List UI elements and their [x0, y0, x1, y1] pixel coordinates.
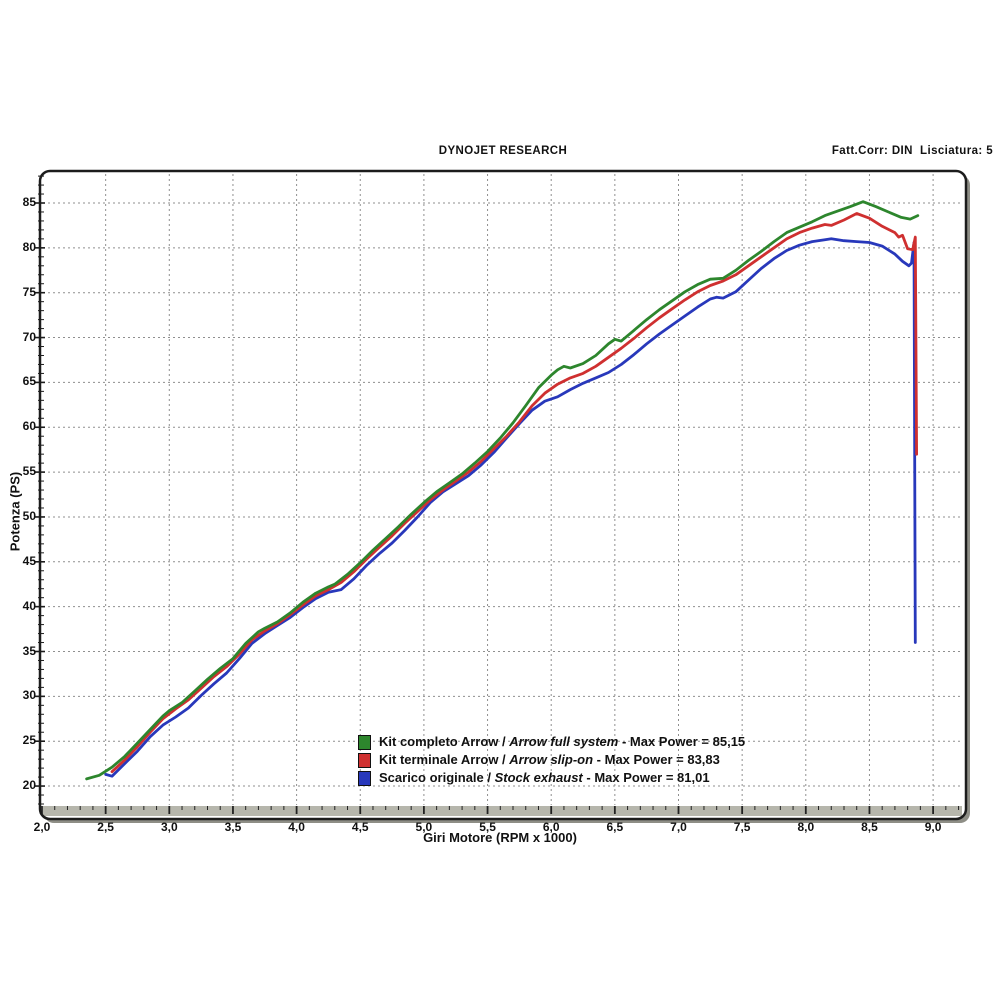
- y-tick-label: 60: [22, 419, 36, 434]
- x-tick-label: 3,0: [160, 820, 178, 834]
- legend-item-full-system: Kit completo Arrow / Arrow full system -…: [358, 733, 745, 751]
- x-tick-label: 6,5: [606, 820, 624, 834]
- correction-info: Fatt.Corr: DIN Lisciatura: 5: [831, 145, 993, 157]
- legend-name: Kit terminale Arrow /: [379, 752, 510, 767]
- x-tick-label: 8,0: [797, 820, 815, 834]
- legend-max-power: - Max Power = 83,83: [593, 752, 720, 767]
- y-axis-title: Potenza (PS): [7, 471, 23, 552]
- legend-name: Scarico originale /: [379, 770, 495, 785]
- legend-item-stock: Scarico originale / Stock exhaust - Max …: [358, 769, 745, 787]
- x-tick-label: 9,0: [924, 820, 942, 834]
- legend-swatch-red: [358, 752, 371, 768]
- x-tick-label: 2,0: [33, 820, 51, 834]
- legend-max-power: - Max Power = 81,01: [582, 770, 710, 785]
- legend-label: Kit completo Arrow / Arrow full system -…: [379, 733, 745, 751]
- x-tick-label: 8,5: [861, 820, 878, 834]
- legend-name-en: Arrow slip-on: [509, 752, 594, 767]
- legend-item-slip-on: Kit terminale Arrow / Arrow slip-on - Ma…: [358, 751, 745, 769]
- y-tick-label: 70: [22, 329, 36, 344]
- legend-name-en: Stock exhaust: [494, 770, 583, 785]
- x-tick-label: 7,0: [670, 820, 687, 834]
- y-tick-label: 30: [22, 688, 36, 703]
- y-tick-label: 50: [22, 508, 36, 523]
- x-tick-label: 4,0: [288, 820, 305, 834]
- legend-label: Kit terminale Arrow / Arrow slip-on - Ma…: [379, 751, 720, 769]
- y-tick-label: 80: [22, 239, 36, 254]
- y-tick-label: 55: [22, 464, 36, 479]
- y-tick-label: 25: [22, 733, 36, 748]
- y-tick-label: 85: [22, 195, 36, 209]
- chart-title: DYNOJET RESEARCH: [438, 145, 568, 157]
- curve-arrow-slip-on: [110, 212, 918, 774]
- curve-arrow-full-system: [85, 200, 920, 781]
- curve-stock-exhaust: [104, 237, 917, 778]
- x-tick-label: 3,5: [224, 820, 242, 834]
- plot-frame: [38, 169, 968, 821]
- legend: Kit completo Arrow / Arrow full system -…: [358, 733, 745, 787]
- legend-swatch-green: [358, 734, 371, 750]
- x-tick-label: 5,5: [479, 820, 496, 834]
- y-tick-label: 45: [22, 553, 36, 568]
- legend-swatch-blue: [358, 770, 371, 786]
- legend-label: Scarico originale / Stock exhaust - Max …: [379, 769, 710, 787]
- x-tick-label: 7,5: [733, 820, 751, 834]
- x-tick-label: 2,5: [97, 820, 114, 834]
- x-tick-label: 4,5: [351, 820, 369, 834]
- legend-name-en: Arrow full system: [509, 734, 619, 749]
- plot-area: [40, 171, 966, 819]
- x-axis-title: Giri Motore (RPM x 1000): [423, 830, 577, 845]
- y-tick-label: 65: [22, 374, 36, 389]
- x-axis-band: [43, 806, 962, 816]
- x-tick-label: 6,0: [542, 820, 560, 834]
- y-tick-label: 40: [22, 598, 36, 613]
- y-tick-label: 35: [22, 643, 36, 658]
- legend-max-power: - Max Power = 85,15: [618, 734, 746, 749]
- x-tick-label: 5,0: [415, 820, 433, 834]
- y-tick-label: 20: [22, 778, 36, 793]
- y-tick-label: 75: [22, 284, 36, 299]
- legend-name: Kit completo Arrow /: [379, 734, 510, 749]
